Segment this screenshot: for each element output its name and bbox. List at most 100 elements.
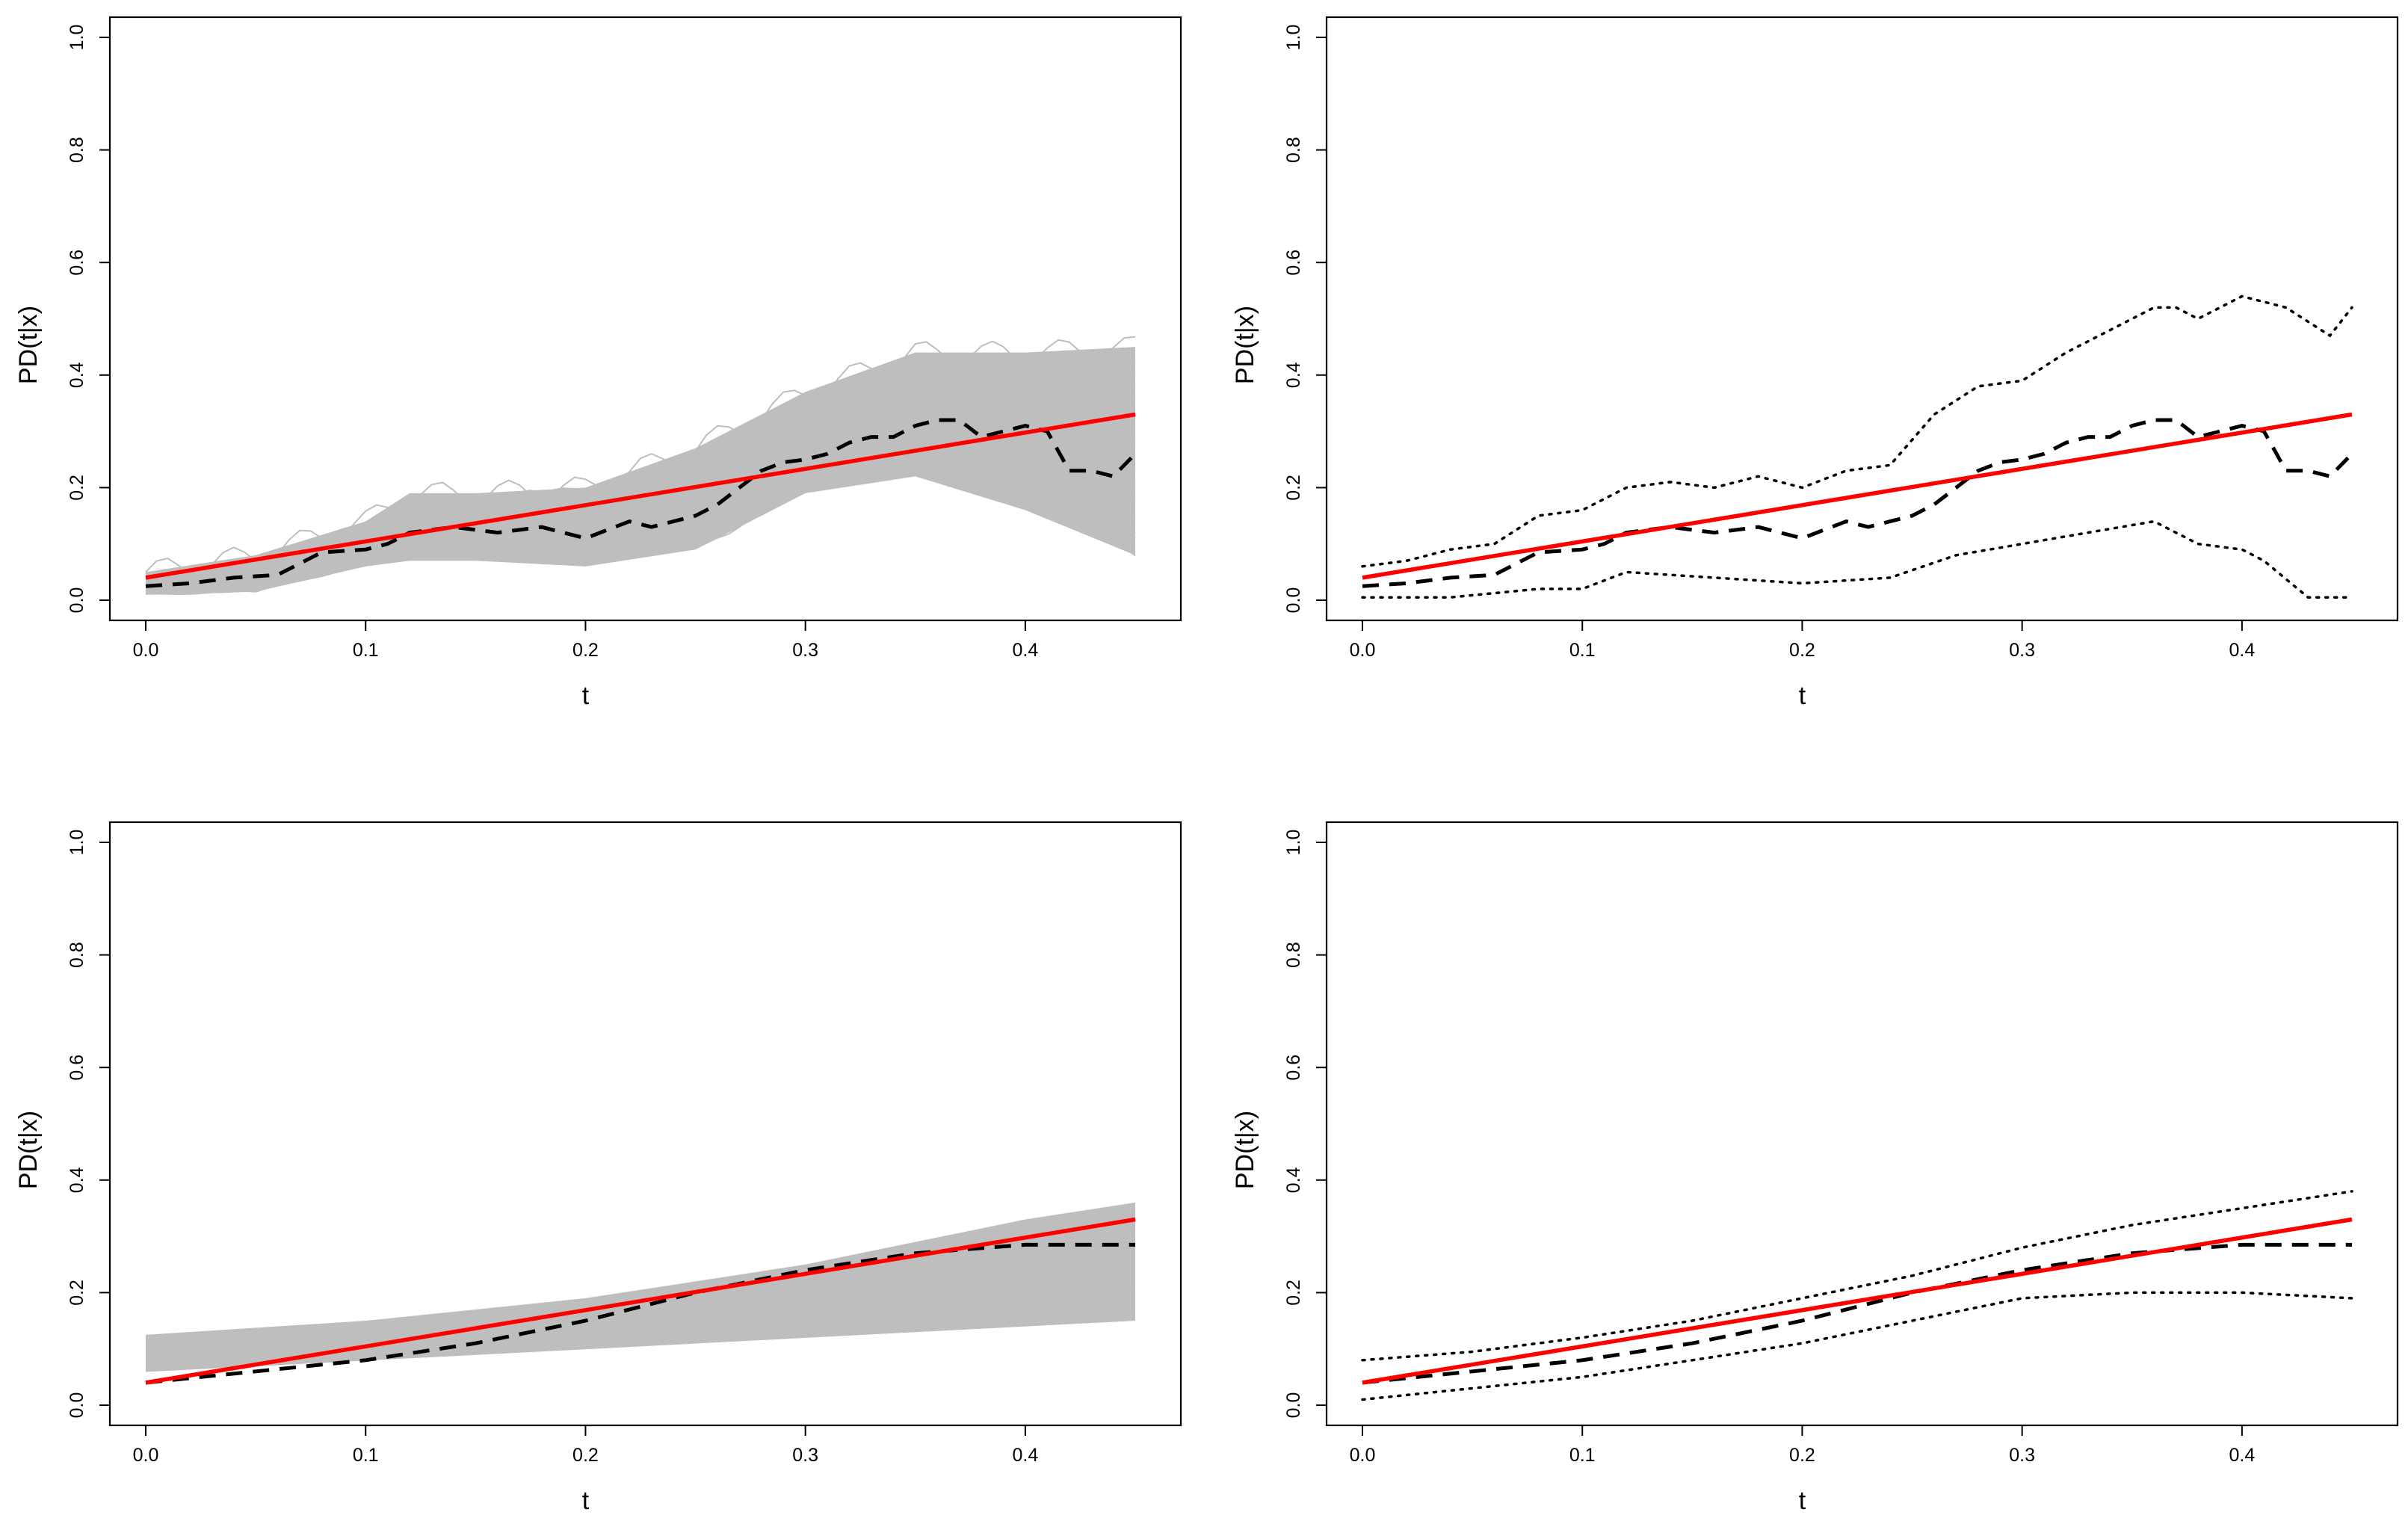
y-tick-label: 0.2: [1283, 475, 1304, 501]
sample-curve: [145, 1249, 1136, 1351]
x-tick-label: 0.2: [572, 640, 599, 661]
x-tick-label: 0.4: [1013, 640, 1039, 661]
y-tick-label: 0.0: [1283, 1392, 1304, 1419]
y-tick-label: 0.2: [67, 1280, 87, 1306]
panel-bottom-left: 0.0 0.1 0.2 0.3 0.4 0.0 0.2 0.4 0.6 0.8 1.0 t PD(t|x…: [14, 821, 1182, 1515]
panel-bottom-right: 0.0 0.1 0.2 0.3 0.4 0.0 0.2 0.4 0.6 0.8 1.0 t PD(t|x…: [1231, 821, 2399, 1515]
y-axis-label: PD(t|x): [14, 1111, 43, 1189]
estimate-curve: [1362, 1242, 2352, 1385]
sample-curve: [145, 379, 1136, 579]
x-tick-label: 0.3: [792, 640, 818, 661]
x-tick-label: 0.3: [792, 1445, 818, 1466]
sample-curve: [145, 1245, 1136, 1349]
y-tick-label: 1.0: [67, 830, 87, 856]
sample-curve: [145, 1318, 1136, 1372]
y-axis-label: PD(t|x): [14, 306, 43, 384]
sample-curve: [145, 1307, 1136, 1369]
sample-curve: [145, 468, 1136, 596]
upper-bound-curve: [1361, 1190, 2353, 1362]
y-tick-label: 0.4: [67, 1167, 87, 1193]
x-tick-label: 0.4: [2229, 1445, 2256, 1466]
y-tick-label: 0.2: [67, 475, 87, 501]
x-tick-label: 0.4: [1013, 1445, 1039, 1466]
y-tick-label: 0.0: [67, 587, 87, 614]
true-curve: [145, 412, 1136, 580]
x-tick-label: 0.0: [1350, 640, 1376, 661]
data-layer: [1361, 294, 2353, 599]
x-tick-label: 0.2: [572, 1445, 599, 1466]
data-layer: [145, 1202, 1136, 1385]
x-tick-label: 0.3: [2009, 640, 2035, 661]
x-axis-label: t: [582, 1487, 590, 1515]
x-tick-label: 0.0: [133, 640, 159, 661]
x-tick-label: 0.0: [1350, 1445, 1376, 1466]
y-tick-label: 0.6: [67, 1055, 87, 1081]
sample-curve: [145, 1278, 1136, 1360]
sample-curve: [145, 1271, 1136, 1357]
panel-top-left: 0.0 0.1 0.2 0.3 0.4 0.0 0.2 0.4 0.6 0.8 1.0 t PD(t|x…: [14, 16, 1182, 710]
sample-curve: [145, 453, 1136, 592]
sample-curve: [145, 356, 1136, 576]
sample-curve: [145, 373, 1136, 578]
y-tick-label: 1.0: [1283, 25, 1304, 51]
upper-bound-curve: [1361, 294, 2353, 568]
x-tick-label: 0.3: [2009, 1445, 2035, 1466]
y-tick-label: 0.4: [67, 362, 87, 388]
x-tick-label: 0.1: [1569, 640, 1596, 661]
y-axis-label: PD(t|x): [1231, 306, 1259, 384]
y-tick-label: 0.0: [1283, 587, 1304, 614]
sample-curve: [145, 1212, 1136, 1339]
x-tick-label: 0.0: [133, 1445, 159, 1466]
plot-frame: [1325, 16, 2399, 622]
y-tick-label: 1.0: [1283, 830, 1304, 856]
sample-curve: [145, 454, 1136, 592]
sample-band: [146, 1202, 1135, 1372]
y-tick-label: 0.6: [67, 250, 87, 276]
lower-bound-curve: [1361, 1291, 2353, 1401]
sample-curve: [145, 1261, 1136, 1354]
sample-curve: [145, 1241, 1136, 1348]
data-layer: [145, 336, 1137, 596]
sample-curve: [145, 1268, 1136, 1357]
y-tick-label: 0.4: [1283, 1167, 1304, 1193]
sample-curve: [145, 360, 1136, 576]
y-tick-label: 0.2: [1283, 1280, 1304, 1306]
y-tick-label: 0.6: [1283, 250, 1304, 276]
data-layer: [1361, 1190, 2353, 1401]
y-tick-label: 0.8: [67, 137, 87, 163]
x-tick-label: 0.1: [353, 1445, 379, 1466]
sample-curve: [145, 450, 1136, 591]
plot-frame: [108, 821, 1182, 1427]
plot-frame: [1325, 821, 2399, 1427]
y-tick-label: 0.8: [67, 942, 87, 968]
sample-curve: [145, 368, 1136, 577]
y-tick-label: 0.0: [67, 1392, 87, 1419]
sample-curve: [145, 1231, 1136, 1345]
x-axis-label: t: [1799, 682, 1806, 710]
x-tick-label: 0.2: [1789, 1445, 1815, 1466]
y-tick-label: 0.4: [1283, 362, 1304, 388]
y-tick-label: 0.6: [1283, 1055, 1304, 1081]
sample-curve: [145, 434, 1136, 588]
x-axis-label: t: [582, 682, 590, 710]
true-curve: [1362, 412, 2353, 580]
sample-curve: [145, 1237, 1136, 1347]
sample-curve: [145, 396, 1136, 582]
lower-bound-curve: [1361, 519, 2353, 599]
plot-frame: [108, 16, 1182, 622]
x-tick-label: 0.1: [353, 640, 379, 661]
x-axis-label: t: [1799, 1487, 1806, 1515]
true-curve: [1362, 1217, 2353, 1385]
y-tick-label: 1.0: [67, 25, 87, 51]
x-tick-label: 0.1: [1569, 1445, 1596, 1466]
sample-curve: [145, 1253, 1136, 1351]
y-tick-label: 0.8: [1283, 137, 1304, 163]
sample-curve: [145, 1206, 1136, 1337]
true-curve: [145, 1217, 1136, 1385]
sample-curve: [145, 444, 1136, 590]
x-tick-label: 0.2: [1789, 640, 1815, 661]
sample-curve: [145, 467, 1136, 595]
x-tick-label: 0.4: [2229, 640, 2256, 661]
estimate-curve: [1362, 418, 2353, 588]
